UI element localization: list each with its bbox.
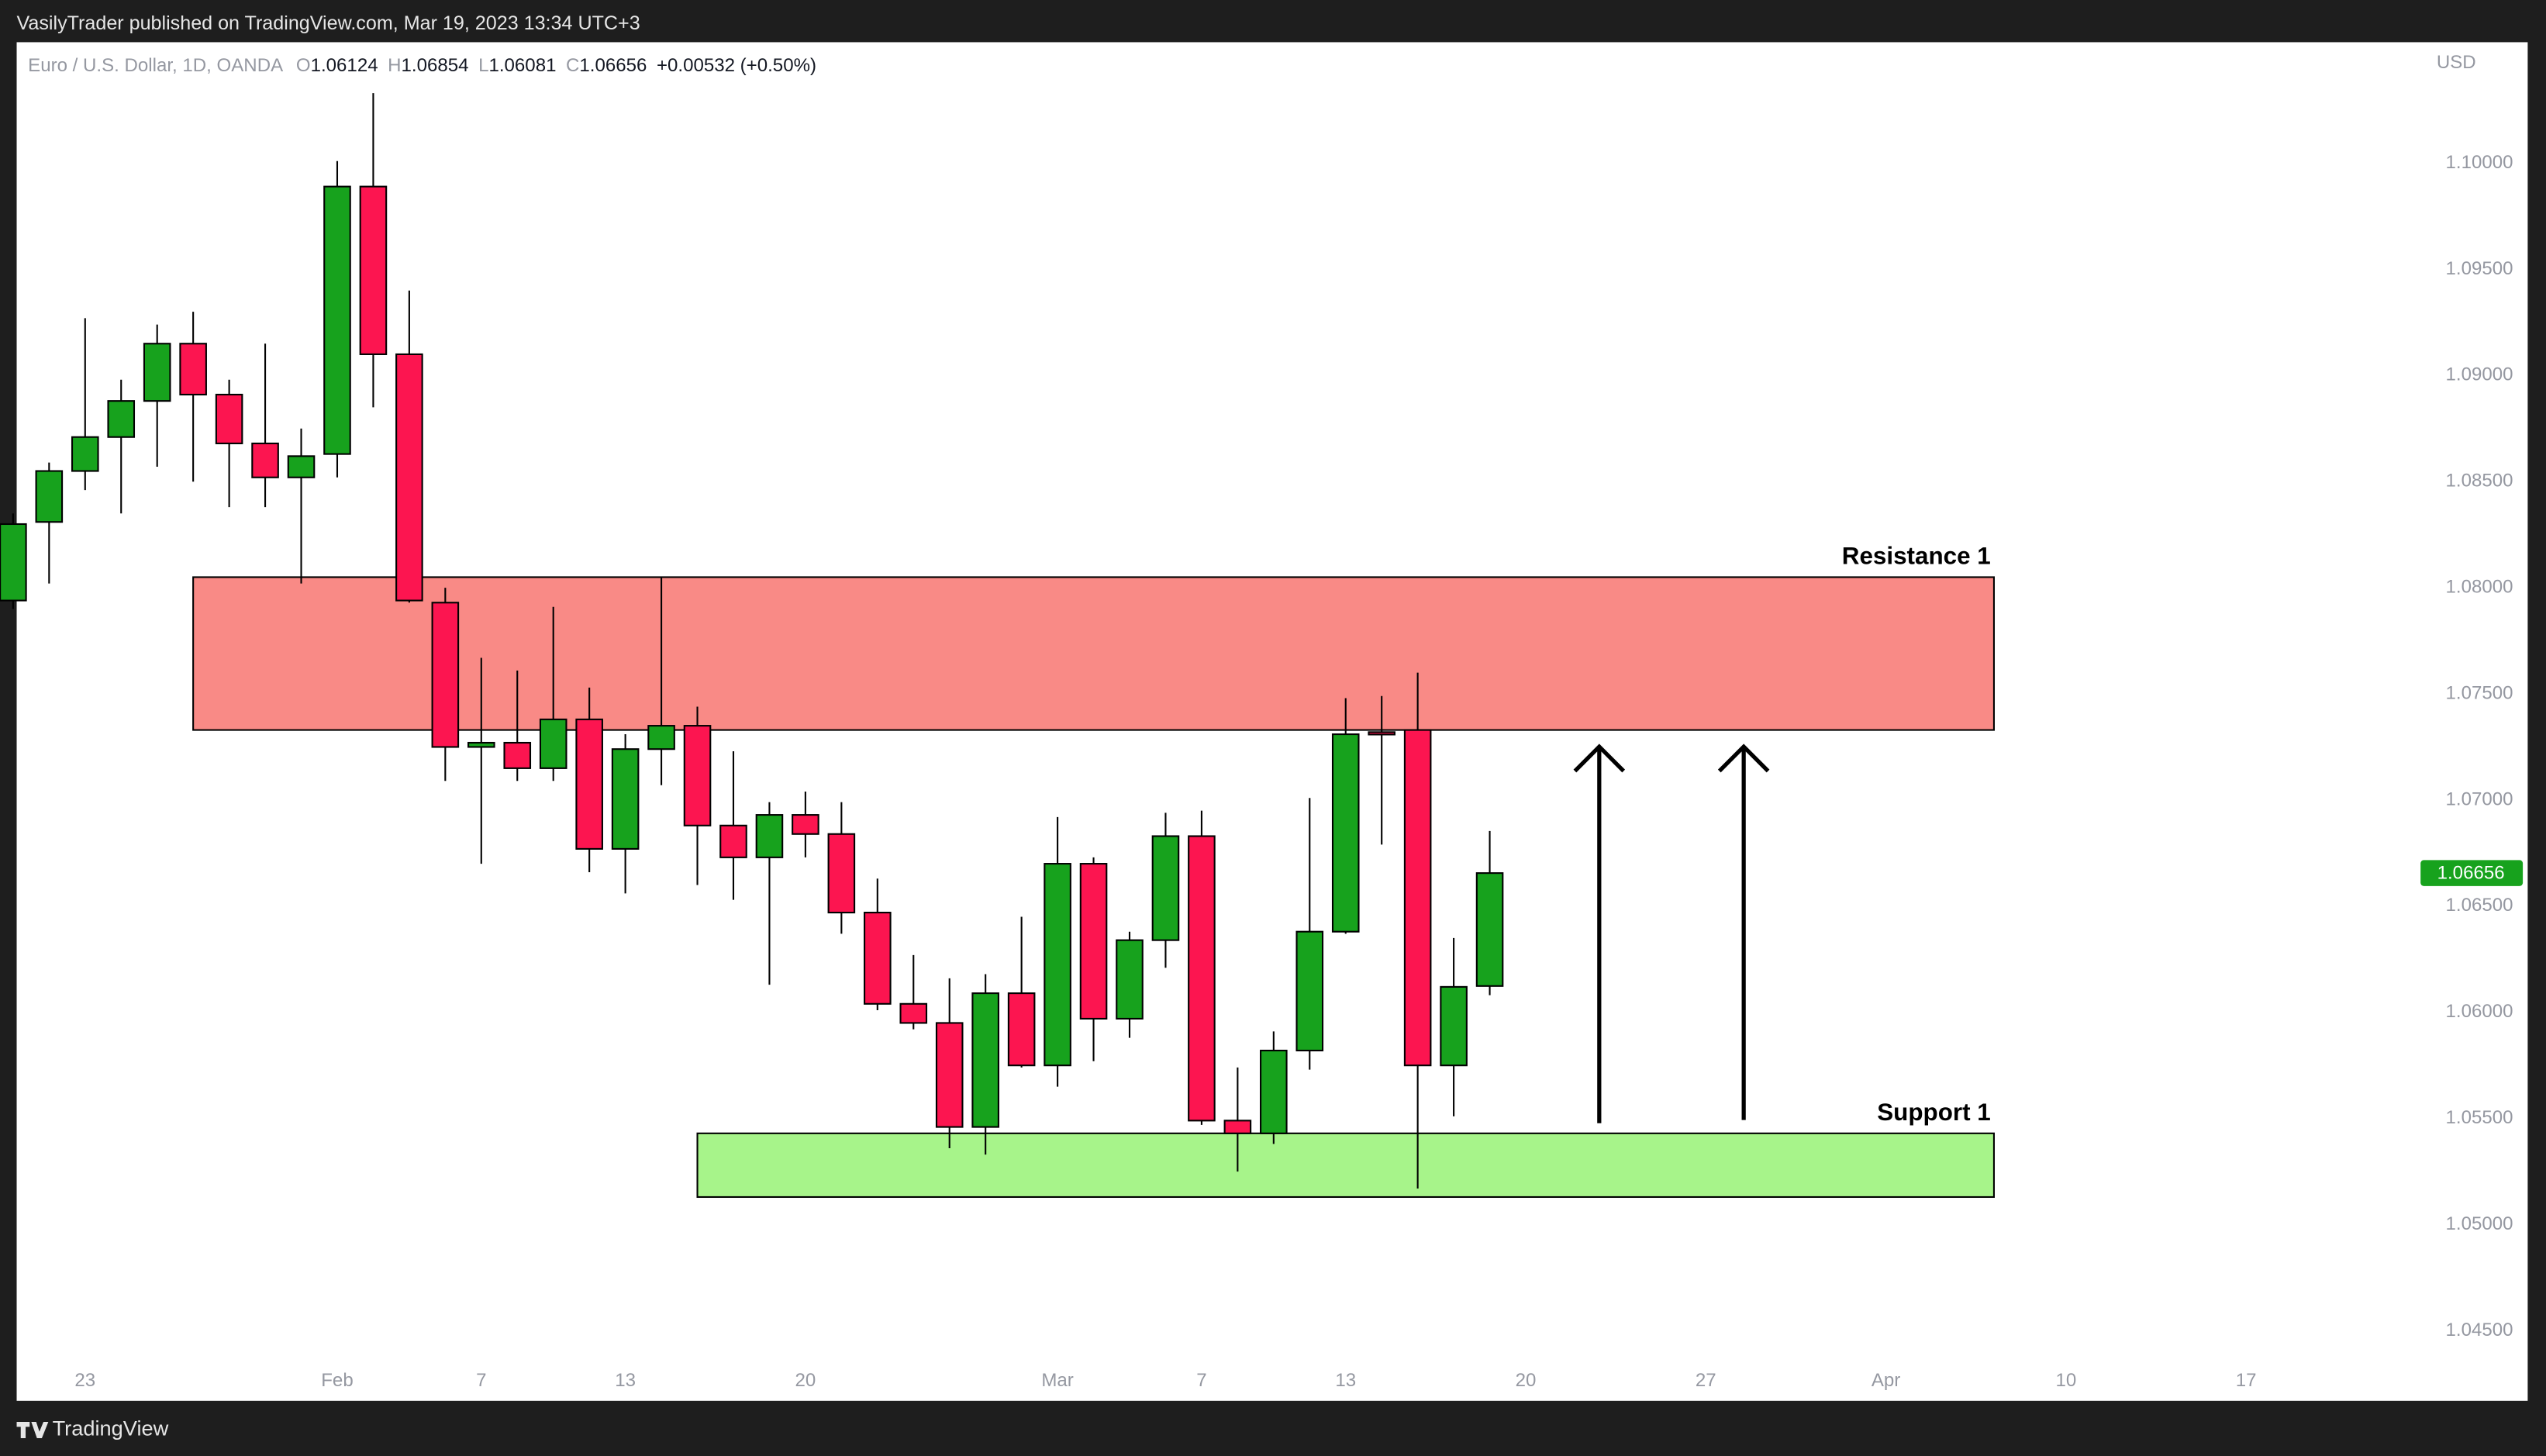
y-tick-label: 1.10000: [2446, 152, 2513, 173]
zone-label: Support 1: [1877, 1099, 1991, 1126]
candle-body: [359, 185, 388, 355]
candle-body: [539, 718, 568, 769]
x-tick-label: Apr: [1872, 1370, 1900, 1391]
candle-body: [647, 725, 675, 750]
candle-body: [935, 1022, 964, 1128]
candle-body: [71, 436, 99, 472]
y-tick-label: 1.05500: [2446, 1107, 2513, 1128]
y-tick-label: 1.05000: [2446, 1213, 2513, 1234]
x-tick-label: Feb: [321, 1370, 353, 1391]
zone: [192, 576, 1995, 731]
candle-body: [1475, 872, 1504, 987]
candle-body: [503, 741, 532, 769]
candle-body: [251, 442, 279, 478]
candle-body: [611, 748, 640, 850]
plot: 1.04500 1.05000 1.05500 1.06000 1.06500 1.070…: [0, 93, 2524, 1391]
x-tick-label: 13: [1335, 1370, 1356, 1391]
candle-body: [683, 725, 712, 826]
candle-body: [864, 912, 892, 1005]
candle-body: [1331, 733, 1360, 933]
candle-body: [1044, 863, 1071, 1067]
candle-body: [1116, 939, 1144, 1020]
x-tick-label: 7: [476, 1370, 486, 1391]
x-tick-label: Mar: [1041, 1370, 1073, 1391]
ohlc-key: C: [566, 55, 579, 76]
candle-body: [35, 470, 64, 523]
brand-logo: [16, 1422, 49, 1438]
y-tick-label: 1.07500: [2446, 682, 2513, 703]
x-tick-label: 13: [615, 1370, 636, 1391]
y-tick-label: 1.06000: [2446, 1001, 2513, 1022]
candle-body: [1295, 930, 1324, 1052]
x-tick-label: 10: [2055, 1370, 2076, 1391]
x-tick-label: 20: [1516, 1370, 1537, 1391]
symbol-title: Euro / U.S. Dollar, 1D, OANDA: [28, 55, 283, 76]
candle-body: [719, 824, 747, 858]
y-tick-label: 1.08500: [2446, 471, 2513, 492]
ohlc-key: O: [296, 55, 311, 76]
candle-body: [899, 1002, 928, 1024]
candle-body: [1079, 863, 1108, 1020]
brand-name: TradingView: [53, 1416, 169, 1440]
price-tag: [2420, 860, 2524, 886]
up-arrow: [1717, 744, 1770, 1120]
candle-body: [1368, 731, 1395, 736]
x-tick-label: 17: [2236, 1370, 2257, 1391]
y-tick-label: 1.04500: [2446, 1320, 2513, 1340]
legend-line: Euro / U.S. Dollar, 1D, OANDA O1.06124 H1.…: [28, 55, 816, 76]
y-tick-label: 1.06500: [2446, 895, 2513, 916]
ohlc-value: 1.06854: [402, 55, 469, 76]
candle-body: [467, 741, 495, 748]
y-tick-label: 1.08000: [2446, 576, 2513, 597]
candle-body: [792, 814, 819, 835]
candle-body: [1223, 1120, 1252, 1134]
price-tag-label: 1.06656: [2437, 863, 2505, 884]
candle-body: [179, 343, 207, 396]
up-arrow: [1573, 744, 1626, 1123]
publisher-line: VasilyTrader published on TradingView.co…: [17, 12, 640, 34]
candle-body: [575, 718, 603, 850]
y-tick-label: 1.09500: [2446, 258, 2513, 279]
candle-body: [755, 814, 784, 858]
candle-body: [1403, 729, 1432, 1067]
candle-body: [107, 400, 136, 438]
y-tick-label: 1.07000: [2446, 788, 2513, 809]
x-tick-label: 7: [1196, 1370, 1206, 1391]
candle-body: [1151, 835, 1180, 941]
x-tick-label: 27: [1696, 1370, 1716, 1391]
ohlc-value: 1.06081: [488, 55, 556, 76]
zone: [696, 1132, 1995, 1199]
candle-body: [1440, 985, 1468, 1067]
candle-body: [827, 833, 856, 914]
candle-body: [971, 992, 999, 1128]
candle-body: [215, 393, 243, 444]
x-tick-label: 23: [74, 1370, 95, 1391]
ohlc-key: H: [388, 55, 401, 76]
candle-body: [287, 455, 316, 478]
candle-body: [323, 185, 351, 455]
annotations: [1573, 744, 1770, 1123]
brand: TradingView: [16, 1416, 169, 1440]
change: +0.00532 (+0.50%): [657, 55, 816, 76]
currency: USD: [2437, 52, 2476, 73]
x-tick-label: 20: [795, 1370, 816, 1391]
candle-body: [1260, 1049, 1288, 1134]
candle-body: [0, 523, 27, 602]
candle-body: [395, 353, 423, 602]
ohlc-value: 1.06124: [311, 55, 378, 76]
ohlc-key: L: [478, 55, 488, 76]
zone-label: Resistance 1: [1842, 543, 1991, 570]
candle-body: [431, 602, 460, 748]
y-tick-label: 1.09000: [2446, 364, 2513, 385]
candle-body: [143, 343, 171, 402]
candle-body: [1188, 835, 1216, 1122]
candle-body: [1007, 992, 1036, 1067]
ohlc-value: 1.06656: [579, 55, 647, 76]
